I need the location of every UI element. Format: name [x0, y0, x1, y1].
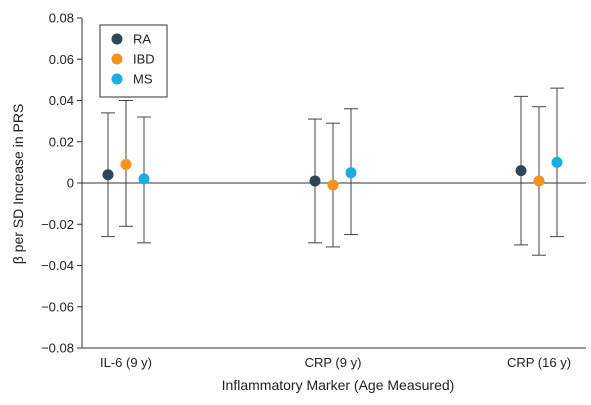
y-tick-label: 0.06: [49, 52, 74, 67]
x-tick-label: IL-6 (9 y): [100, 355, 152, 370]
data-point-ms: [345, 167, 357, 179]
x-axis-label: Inflammatory Marker (Age Measured): [222, 377, 455, 393]
legend-label-ra: RA: [133, 32, 151, 47]
y-axis-label: β per SD Increase in PRS: [10, 104, 26, 265]
y-tick-label: 0.08: [49, 11, 74, 26]
data-point-ra: [515, 165, 527, 177]
data-point-ibd: [120, 158, 132, 170]
y-tick-label: 0.02: [49, 134, 74, 149]
y-tick-label: 0: [67, 176, 74, 191]
plot-area: 0.08 0.06 0.04 0.02 0 −0.02 −0.04 −0.06 −0.08 IL-…: [41, 11, 586, 370]
y-tick-label: −0.08: [41, 341, 74, 356]
legend-marker-ra: [111, 33, 123, 45]
data-point-ra: [309, 175, 321, 187]
legend-label-ms: MS: [133, 72, 153, 87]
legend-box: [99, 24, 168, 98]
data-point-ms: [551, 156, 563, 168]
data-point-ms: [138, 173, 150, 185]
y-tick-label: −0.04: [41, 258, 74, 273]
data-point-ibd: [533, 175, 545, 187]
legend-label-ibd: IBD: [133, 52, 155, 67]
data-point-ibd: [327, 179, 339, 191]
y-tick-label: −0.06: [41, 299, 74, 314]
x-tick-label: CRP (9 y): [305, 355, 362, 370]
y-tick-label: −0.02: [41, 217, 74, 232]
data-point-ra: [102, 169, 114, 181]
x-tick-label: CRP (16 y): [507, 355, 571, 370]
legend-marker-ms: [111, 73, 123, 85]
legend-marker-ibd: [111, 53, 123, 65]
y-tick-label: 0.04: [49, 93, 74, 108]
